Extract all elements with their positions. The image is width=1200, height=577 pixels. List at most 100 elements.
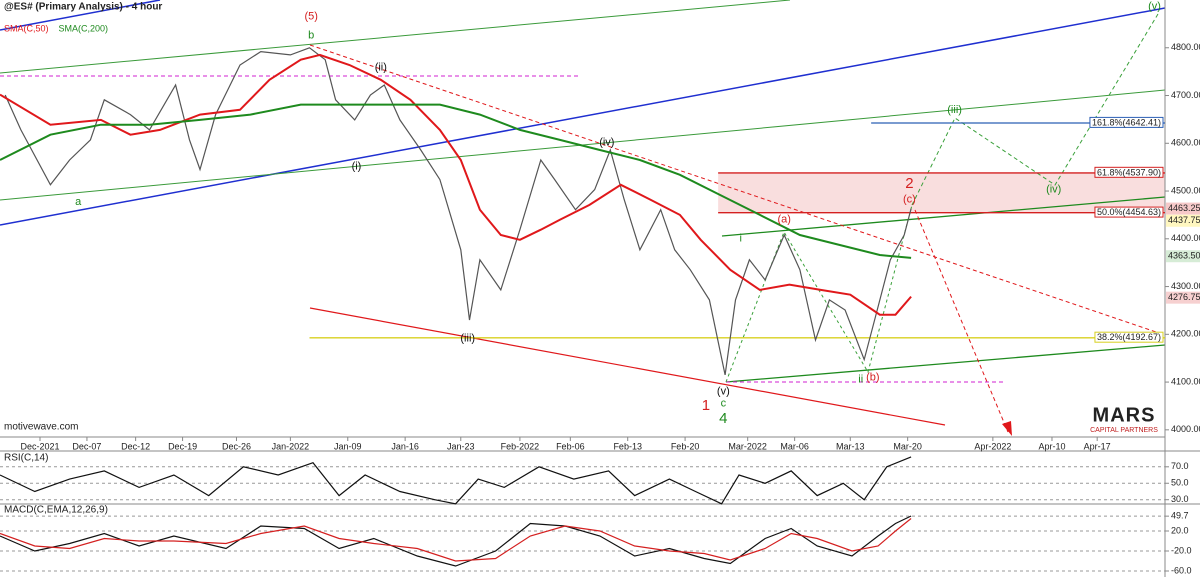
wave-label: (a)	[777, 214, 790, 226]
wave-label: ii	[858, 374, 863, 386]
wave-label: (v)	[717, 386, 730, 398]
wave-label: (iii)	[947, 104, 962, 116]
x-tick-label: Feb-2022	[501, 441, 540, 451]
y-tick-label: 20.0	[1171, 525, 1189, 535]
fib-label: 38.2%(4192.67)	[1097, 332, 1161, 342]
trendline	[725, 344, 1166, 383]
wave-label: i	[740, 233, 742, 245]
x-tick-label: Mar-20	[893, 441, 922, 451]
trendline	[0, 7, 1166, 226]
axis: 4000.00 4100.00 4200.00 4300.00 4400.00 4500.…	[20, 42, 1200, 451]
x-tick-label: Dec-26	[222, 441, 251, 451]
logo-subtitle: CAPITAL PARTNERS	[1090, 427, 1158, 434]
series-line	[0, 456, 912, 505]
y-tick-label: 4400.00	[1171, 233, 1200, 243]
y-tick-label: 49.7	[1171, 511, 1189, 521]
projection	[911, 13, 1159, 206]
arrow-head	[1002, 421, 1012, 436]
wave-label: b	[308, 30, 314, 42]
fib-label: 161.8%(4642.41)	[1092, 117, 1161, 127]
price-label: 4437.75	[1168, 215, 1200, 225]
trendline	[309, 44, 1166, 336]
x-tick-label: Dec-19	[168, 441, 197, 451]
pane-title: MACD(C,EMA,12,26,9)	[4, 505, 108, 516]
fib-zone	[718, 172, 1165, 213]
wave-label: c	[721, 397, 727, 409]
y-tick-label: 4600.00	[1171, 138, 1200, 148]
wave-label: 2	[905, 175, 913, 192]
trendline	[721, 196, 1166, 237]
wave-label: (i)	[352, 161, 362, 173]
wave-label: (iv)	[599, 137, 614, 149]
x-tick-label: Feb-13	[613, 441, 642, 451]
x-tick-label: Apr-10	[1038, 441, 1065, 451]
y-tick-label: 50.0	[1171, 478, 1189, 488]
trendline	[309, 307, 946, 426]
fib-label: 61.8%(4537.90)	[1097, 167, 1161, 177]
price-label-bg	[1166, 250, 1200, 263]
source: motivewave.com	[4, 422, 78, 433]
projection	[914, 209, 1009, 433]
price-label-bg	[1166, 202, 1200, 215]
price-label: 4363.50	[1168, 251, 1200, 261]
wave-label: a	[75, 196, 82, 208]
fib-label-bg	[1094, 206, 1164, 218]
x-tick-label: Jan-09	[334, 441, 362, 451]
price-label-bg	[1166, 214, 1200, 227]
trendlines	[0, 0, 1166, 436]
y-tick-label: 4700.00	[1171, 90, 1200, 100]
wave-label: (iv)	[1046, 184, 1061, 196]
logo: MARS	[1093, 404, 1156, 426]
y-tick-label: 30.0	[1171, 494, 1189, 504]
trendline	[0, 0, 161, 31]
y-tick-label: 4800.00	[1171, 42, 1200, 52]
projection	[725, 204, 913, 383]
fib-label: 50.0%(4454.63)	[1097, 207, 1161, 217]
x-tick-label: Mar-2022	[728, 441, 767, 451]
wave-label: 4	[719, 410, 727, 427]
x-tick-label: Apr-17	[1084, 441, 1111, 451]
y-tick-label: -20.0	[1171, 545, 1192, 555]
y-tick-label: 4500.00	[1171, 185, 1200, 195]
series-line	[4, 47, 912, 376]
x-tick-label: Jan-16	[391, 441, 419, 451]
price-label: 4463.25	[1168, 203, 1200, 213]
legend-entry: SMA(C,50)	[4, 23, 49, 33]
fib-label-bg	[1094, 331, 1164, 343]
y-tick-label: 4000.00	[1171, 424, 1200, 434]
fib-label-bg	[1089, 116, 1164, 128]
price-label-bg	[1166, 291, 1200, 304]
x-tick-label: Dec-2021	[20, 441, 59, 451]
fib-label-bg	[1094, 166, 1164, 178]
wave-label: (ii)	[375, 62, 387, 74]
pane-title: RSI(C,14)	[4, 453, 48, 464]
wave-label: (v)	[1148, 1, 1161, 13]
x-tick-label: Feb-06	[556, 441, 585, 451]
series-line	[0, 53, 912, 316]
x-tick-label: Mar-06	[780, 441, 809, 451]
x-tick-label: Mar-13	[836, 441, 865, 451]
y-tick-label: 4100.00	[1171, 376, 1200, 386]
y-tick-label: 70.0	[1171, 461, 1189, 471]
wave-label: (b)	[866, 372, 879, 384]
x-tick-label: Feb-20	[671, 441, 700, 451]
chart-title: @ES# (Primary Analysis) - 4 hour	[4, 2, 162, 13]
x-tick-label: Dec-07	[72, 441, 101, 451]
wave-label: (5)	[305, 11, 318, 23]
x-tick-label: Jan-2022	[272, 441, 310, 451]
axis: 70.0 50.0 30.0	[0, 461, 1189, 504]
x-tick-label: Apr-2022	[974, 441, 1011, 451]
trendline	[0, 0, 791, 74]
y-tick-label: 4300.00	[1171, 281, 1200, 291]
series-line	[0, 103, 912, 259]
y-tick-label: 4200.00	[1171, 329, 1200, 339]
x-tick-label: Dec-12	[121, 441, 150, 451]
y-tick-label: -60.0	[1171, 565, 1192, 575]
wave-label: (iii)	[460, 333, 475, 345]
price-label: 4276.75	[1168, 292, 1200, 302]
wave-label: 1	[702, 397, 710, 414]
legend-entry: SMA(C,200)	[59, 23, 109, 33]
x-tick-label: Jan-23	[447, 441, 475, 451]
